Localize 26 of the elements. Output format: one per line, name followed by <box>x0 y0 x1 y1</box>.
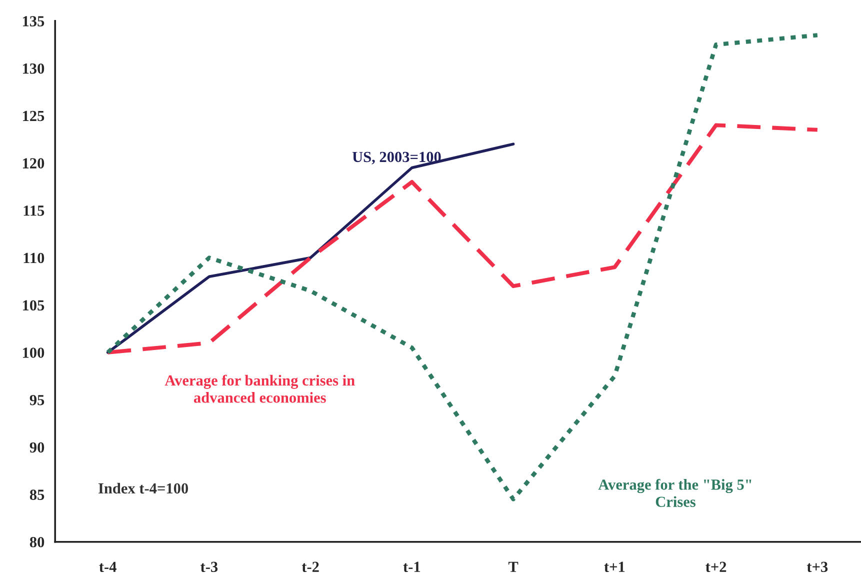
y-tick-label: 110 <box>24 252 44 264</box>
x-tick-label: t-3 <box>200 562 218 572</box>
y-tick-label: 90 <box>30 442 44 453</box>
y-tick-label: 120 <box>22 158 44 168</box>
series-label: US, 2003=100 <box>352 152 441 164</box>
series-label: Average for banking crises in advanced economies <box>164 374 355 403</box>
y-tick-label: 80 <box>30 536 44 548</box>
y-tick-label: 130 <box>22 63 44 74</box>
y-tick-label: 85 <box>30 490 44 500</box>
x-tick-label: t+1 <box>604 562 625 572</box>
y-tick-label: 95 <box>30 394 44 406</box>
line-series <box>106 142 515 354</box>
y-tick-label: 125 <box>22 110 44 122</box>
x-tick-label: t-1 <box>403 562 420 572</box>
y-tick-label: 100 <box>22 348 44 358</box>
x-tick-label: t+3 <box>806 562 828 572</box>
y-tick-label: 135 <box>22 16 44 26</box>
y-tick-label: 105 <box>22 300 44 311</box>
annotation: Index t-4=100 <box>98 482 188 494</box>
x-tick-label: t-2 <box>302 562 319 572</box>
x-tick-label: t+2 <box>706 562 726 572</box>
y-tick-label: 115 <box>24 206 44 216</box>
x-tick-label: T <box>508 562 518 572</box>
x-tick-label: t-4 <box>99 562 116 572</box>
text: Average for the "Big 5" Crises <box>598 478 752 507</box>
line-series <box>106 123 820 354</box>
